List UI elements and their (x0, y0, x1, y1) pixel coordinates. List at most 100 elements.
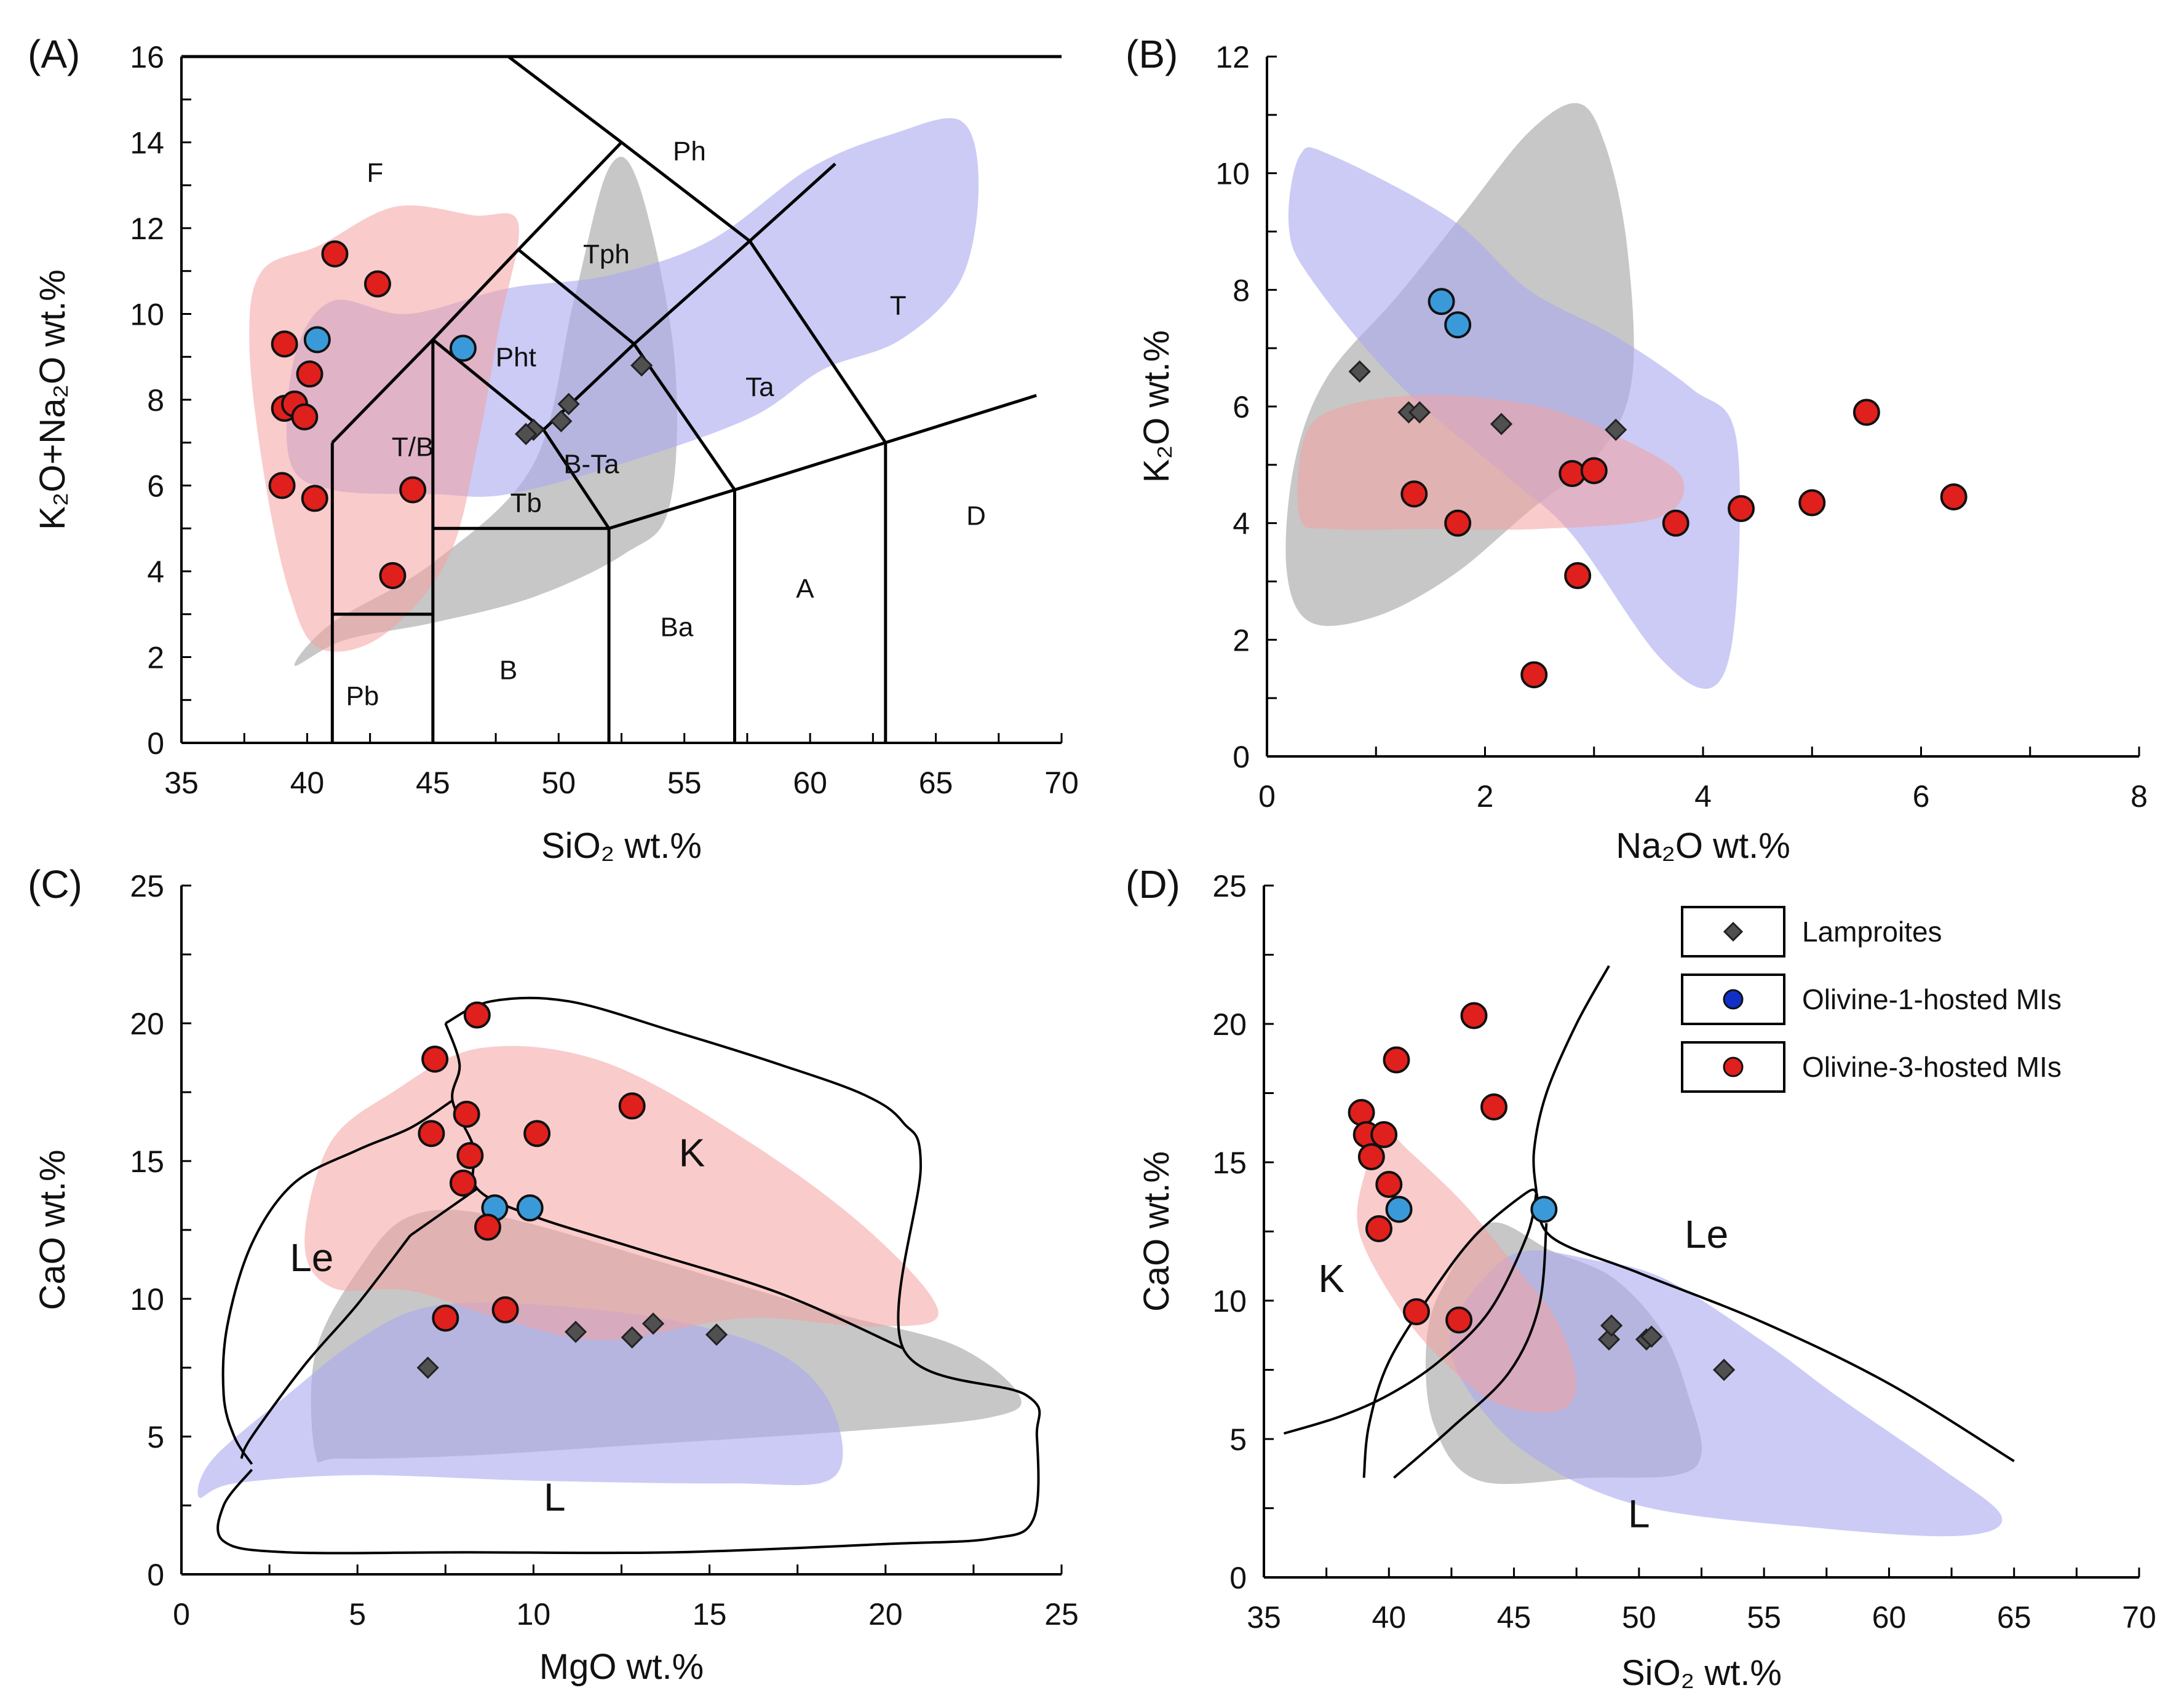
olivine3-point (523, 1120, 551, 1148)
x-tick-label: 10 (517, 1597, 551, 1632)
y-tick-label: 0 (147, 726, 164, 761)
chart-panel-c: K Le L 0 5 10 15 20 25 0 5 10 15 20 25 MgO wt.% CaO wt.%… (28, 862, 1079, 1687)
x-tick-label: 6 (1913, 779, 1930, 814)
region-label: Le (290, 1235, 333, 1280)
lamproite-point (621, 1326, 643, 1349)
y-axis-title: CaO wt.% (33, 1149, 73, 1310)
red-field-area (1297, 395, 1685, 530)
tas-field-label: Tb (510, 488, 541, 518)
olivine3-point (271, 330, 298, 358)
tas-boundary-line (749, 162, 836, 242)
olivine3-point (1365, 1215, 1393, 1242)
x-axis-title: SiO₂ wt.% (1621, 1653, 1782, 1693)
lamproite-point (641, 1312, 665, 1335)
plot-area (249, 57, 1037, 743)
chart-panel-b: 0 2 4 6 8 0 2 4 6 8 10 12 Na₂O wt.% K₂O wt.% (B) (1126, 32, 2148, 866)
legend-circle-icon (1723, 1057, 1744, 1077)
olivine1-point (1385, 1195, 1413, 1223)
olivine3-point (1400, 480, 1428, 508)
x-tick-label: 65 (1997, 1600, 2031, 1635)
x-tick-label: 40 (1372, 1600, 1406, 1635)
y-tick-label: 8 (147, 383, 164, 418)
x-tick-label: 15 (693, 1597, 727, 1632)
olivine3-point (618, 1092, 646, 1120)
region-label: K (679, 1131, 705, 1175)
plot-area (1285, 103, 1741, 689)
field-boundary-curve (1362, 1188, 1538, 1478)
olivine3-point (1940, 483, 1968, 510)
olivine3-point (1662, 509, 1690, 537)
lamproite-point (630, 354, 653, 377)
y-tick-label: 0 (1229, 1561, 1247, 1595)
y-tick-label: 15 (130, 1144, 164, 1179)
tas-boundary-line (885, 394, 1037, 445)
lamproite-point (1408, 401, 1431, 424)
olivine3-point (456, 1142, 484, 1170)
panel-label: (D) (1126, 862, 1180, 906)
tas-boundary-line (507, 57, 623, 144)
lamproite-point (1600, 1314, 1623, 1337)
y-tick-label: 12 (1215, 40, 1250, 74)
field-boundary-curve (444, 1023, 904, 1350)
region-label: K (1318, 1256, 1344, 1301)
y-tick-label: 12 (130, 212, 164, 246)
tas-field-label: B-Ta (563, 450, 619, 480)
tas-field-label: F (367, 157, 383, 188)
x-tick-label: 20 (868, 1597, 903, 1632)
y-tick-label: 5 (1229, 1422, 1247, 1457)
y-axis-title: CaO wt.% (1137, 1151, 1177, 1312)
plot-area (1283, 965, 2015, 1537)
y-tick-label: 0 (1233, 740, 1250, 774)
y-tick-label: 2 (147, 641, 164, 675)
olivine3-point (474, 1213, 501, 1241)
y-tick-label: 10 (130, 1282, 164, 1317)
olivine3-point (1444, 509, 1472, 537)
olivine3-point (363, 270, 391, 298)
x-tick-label: 8 (2130, 779, 2148, 814)
lamproite-point (515, 422, 538, 445)
y-tick-label: 4 (1233, 507, 1250, 541)
olivine3-point (379, 561, 407, 589)
y-tick-label: 25 (1212, 869, 1247, 903)
y-tick-label: 16 (130, 40, 164, 74)
lamproite-point (1712, 1358, 1736, 1381)
olivine3-point (1480, 1093, 1508, 1120)
olivine3-point (1445, 1306, 1473, 1334)
red-field-area (1357, 1128, 1577, 1413)
olivine1-point (1428, 288, 1455, 315)
panel-label: (B) (1126, 32, 1178, 76)
lamproite-point (1348, 360, 1371, 383)
olivine1-point (1444, 311, 1472, 339)
olivine3-point (432, 1304, 459, 1332)
x-tick-label: 70 (2122, 1600, 2156, 1635)
olivine3-point (1852, 398, 1880, 426)
x-axis-title: MgO wt.% (539, 1647, 704, 1687)
field-boundary-curve (1283, 1192, 1538, 1435)
blue-field-area (1450, 1250, 2003, 1537)
x-tick-label: 2 (1477, 779, 1494, 814)
x-tick-label: 4 (1694, 779, 1712, 814)
tas-field-label: Ba (661, 613, 694, 643)
lamproite-point (705, 1323, 728, 1346)
blue-field-area (197, 1303, 843, 1498)
tas-field-label: B (499, 655, 517, 685)
region-label: L (1628, 1492, 1650, 1536)
legend-label: Olivine-3-hosted MIs (1802, 1051, 2062, 1083)
olivine3-point (1403, 1298, 1431, 1325)
x-tick-label: 45 (416, 766, 450, 800)
x-tick-label: 65 (919, 766, 953, 800)
y-tick-label: 6 (1233, 390, 1250, 424)
chart-legend: Lamproites Olivine-1-hosted MIs Olivine-3-… (1681, 906, 2062, 1093)
olivine3-point (491, 1296, 519, 1323)
tas-boundary-line (734, 441, 886, 491)
x-tick-label: 55 (1747, 1600, 1781, 1635)
olivine3-point (463, 1001, 491, 1029)
olivine3-point (453, 1100, 480, 1128)
olivine3-point (321, 240, 349, 268)
tas-boundary-line (632, 343, 736, 491)
olivine1-point (449, 335, 477, 362)
olivine3-point (1383, 1046, 1410, 1074)
lamproite-point (1640, 1325, 1663, 1348)
olivine3-point (1564, 562, 1592, 590)
x-tick-label: 5 (349, 1597, 366, 1632)
